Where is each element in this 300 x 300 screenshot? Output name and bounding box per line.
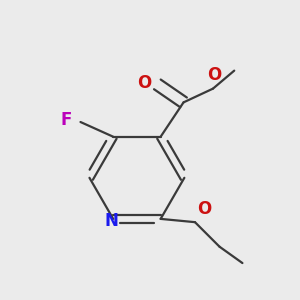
Text: N: N xyxy=(105,212,118,230)
Text: O: O xyxy=(208,66,222,84)
Text: F: F xyxy=(61,111,72,129)
Text: O: O xyxy=(197,200,211,218)
Text: O: O xyxy=(137,74,152,92)
